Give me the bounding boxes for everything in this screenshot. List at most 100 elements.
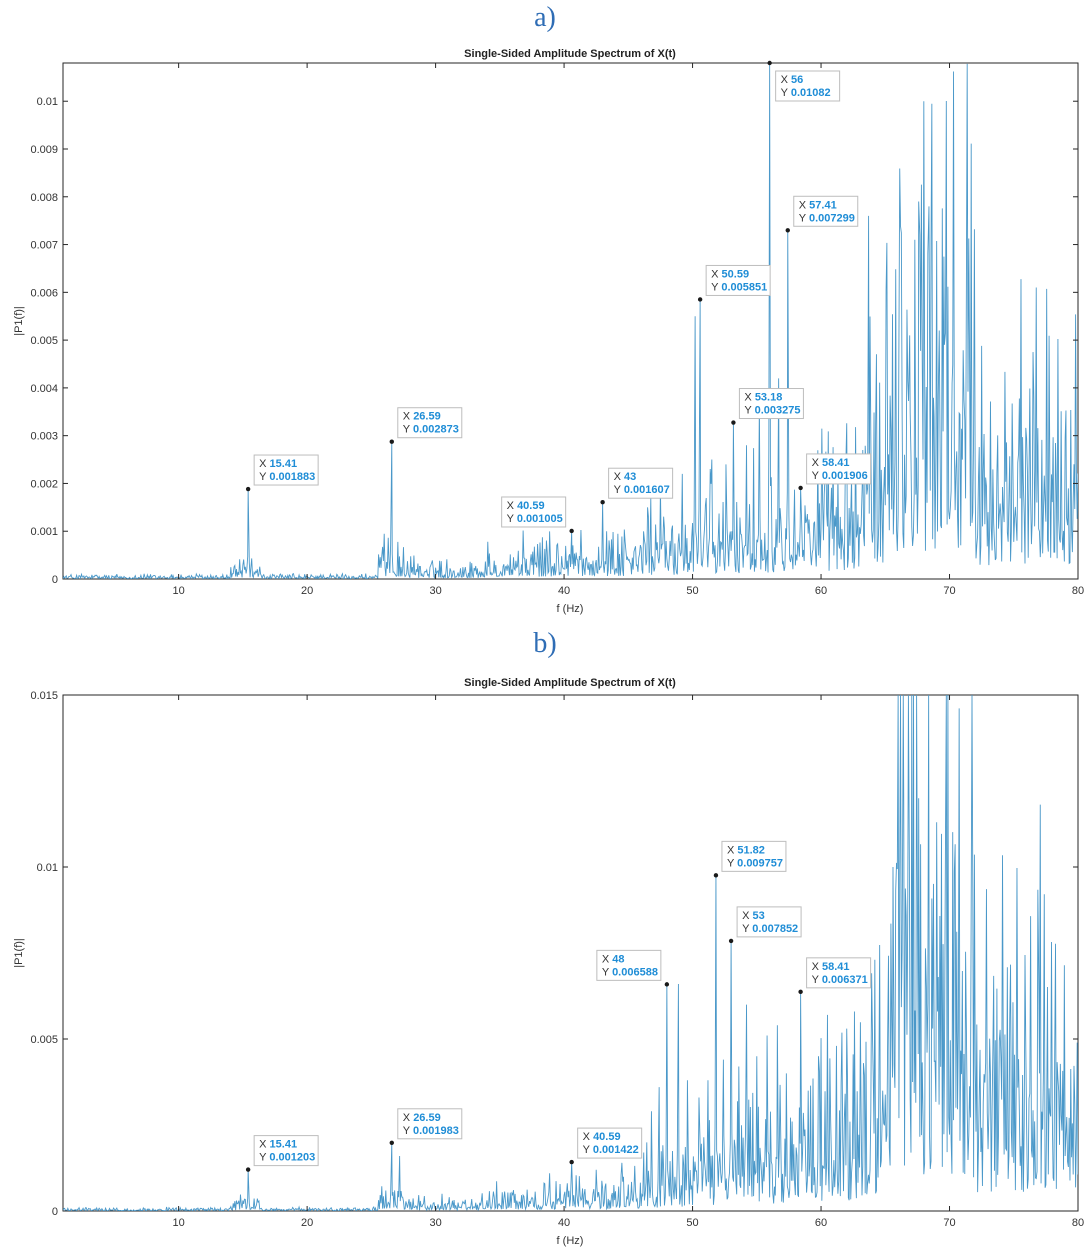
y-tick-label: 0.005 xyxy=(30,1034,58,1046)
x-tick-label: 30 xyxy=(429,585,441,597)
y-tick-label: 0.008 xyxy=(30,192,58,204)
y-axis-label: |P1(f)| xyxy=(13,306,25,336)
plot-area xyxy=(62,62,1079,580)
datatip-y: Y 0.007299 xyxy=(799,212,855,224)
datatip-x: X 51.82 xyxy=(727,844,765,856)
datatip[interactable]: X 51.82Y 0.009757 xyxy=(713,840,787,878)
datatip-x: X 53 xyxy=(742,910,765,922)
spectrum-line xyxy=(63,695,1078,1211)
y-tick-label: 0.015 xyxy=(30,690,58,702)
x-tick-label: 10 xyxy=(173,585,185,597)
datatip-marker xyxy=(728,938,734,944)
y-tick-label: 0.001 xyxy=(30,526,58,538)
datatip[interactable]: X 15.41Y 0.001883 xyxy=(245,454,319,492)
x-tick-label: 50 xyxy=(686,585,698,597)
datatip[interactable]: X 57.41Y 0.007299 xyxy=(785,195,859,233)
y-tick-label: 0.01 xyxy=(37,862,58,874)
x-tick-label: 30 xyxy=(429,1217,441,1229)
datatip-x: X 53.18 xyxy=(744,392,782,404)
datatip-marker xyxy=(569,528,574,534)
datatip-x: X 48 xyxy=(602,953,625,965)
datatip-marker xyxy=(245,1167,251,1172)
datatip-y: Y 0.002873 xyxy=(403,424,459,436)
x-tick-label: 10 xyxy=(173,1217,185,1229)
x-tick-label: 40 xyxy=(558,585,570,597)
datatip-y: Y 0.009757 xyxy=(727,857,783,869)
datatip-marker xyxy=(713,873,719,878)
datatip-y: Y 0.001422 xyxy=(583,1144,639,1156)
datatip[interactable]: X 53.18Y 0.003275 xyxy=(731,388,804,425)
datatip-x: X 50.59 xyxy=(711,268,749,280)
datatip-y: Y 0.001005 xyxy=(507,513,563,525)
y-tick-label: 0.007 xyxy=(30,240,58,252)
datatip[interactable]: X 40.59Y 0.001422 xyxy=(569,1127,643,1165)
y-tick-label: 0.002 xyxy=(30,478,58,490)
datatip[interactable]: X 56Y 0.01082 xyxy=(767,60,841,102)
datatip-marker xyxy=(798,989,803,995)
datatip-y: Y 0.01082 xyxy=(781,87,831,99)
spectrum-chart-b: Single-Sided Amplitude Spectrum of X(t) … xyxy=(13,677,1084,1247)
datatip-marker xyxy=(389,1140,394,1145)
panel-label-a: a) xyxy=(534,2,556,33)
x-axis-label: f (Hz) xyxy=(557,1235,584,1247)
x-tick-label: 50 xyxy=(686,1217,698,1229)
datatip[interactable]: X 26.59Y 0.001983 xyxy=(389,1108,463,1145)
datatip-marker xyxy=(664,982,670,987)
datatip[interactable]: X 40.59Y 0.001005 xyxy=(501,496,574,534)
datatip-x: X 40.59 xyxy=(583,1131,621,1143)
datatip-y: Y 0.006588 xyxy=(602,966,658,978)
datatip-marker xyxy=(785,228,790,233)
datatip[interactable]: X 15.41Y 0.001203 xyxy=(245,1135,319,1172)
x-tick-label: 20 xyxy=(301,585,313,597)
datatip-marker xyxy=(569,1159,574,1165)
datatip-y: Y 0.001906 xyxy=(812,470,868,482)
x-tick-label: 60 xyxy=(815,585,827,597)
x-tick-label: 60 xyxy=(815,1217,827,1229)
x-tick-label: 20 xyxy=(301,1217,313,1229)
datatip-x: X 43 xyxy=(614,471,637,483)
y-axis-label: |P1(f)| xyxy=(13,938,25,968)
datatip[interactable]: X 53Y 0.007852 xyxy=(728,906,802,944)
y-tick-label: 0.004 xyxy=(30,383,58,395)
datatip[interactable]: X 48Y 0.006588 xyxy=(596,949,670,987)
y-tick-label: 0.01 xyxy=(37,96,58,108)
datatip-marker xyxy=(798,485,803,491)
datatip-x: X 56 xyxy=(781,74,804,86)
y-tick-label: 0.005 xyxy=(30,335,58,347)
datatip[interactable]: X 43Y 0.001607 xyxy=(600,467,674,505)
panel-label-b: b) xyxy=(533,628,557,659)
datatip-x: X 26.59 xyxy=(403,1112,441,1124)
datatip-marker xyxy=(697,297,703,302)
x-tick-label: 70 xyxy=(943,585,955,597)
datatip[interactable]: X 58.41Y 0.006371 xyxy=(798,957,872,995)
spectrum-chart-a: Single-Sided Amplitude Spectrum of X(t) … xyxy=(13,48,1084,615)
y-tick-label: 0.009 xyxy=(30,144,58,156)
spectrum-line xyxy=(63,63,1078,579)
y-tick-label: 0.006 xyxy=(30,287,58,299)
datatip-marker xyxy=(389,439,394,444)
y-tick-label: 0 xyxy=(52,1206,58,1218)
datatip[interactable]: X 58.41Y 0.001906 xyxy=(798,453,872,491)
x-tick-label: 40 xyxy=(558,1217,570,1229)
x-tick-label: 70 xyxy=(943,1217,955,1229)
datatip-y: Y 0.005851 xyxy=(711,281,767,293)
y-tick-label: 0.003 xyxy=(30,431,58,443)
chart-title: Single-Sided Amplitude Spectrum of X(t) xyxy=(464,48,676,60)
datatip-x: X 40.59 xyxy=(507,500,545,512)
datatip[interactable]: X 50.59Y 0.005851 xyxy=(697,264,771,302)
chart-title: Single-Sided Amplitude Spectrum of X(t) xyxy=(464,677,676,689)
datatip-y: Y 0.007852 xyxy=(742,923,798,935)
datatip-x: X 15.41 xyxy=(259,1139,297,1151)
datatip-marker xyxy=(600,500,605,505)
x-axis-label: f (Hz) xyxy=(557,603,584,615)
datatip-marker xyxy=(767,60,772,66)
datatip-y: Y 0.001883 xyxy=(259,471,315,483)
datatip[interactable]: X 26.59Y 0.002873 xyxy=(389,407,463,444)
x-tick-label: 80 xyxy=(1072,585,1084,597)
datatip-y: Y 0.001203 xyxy=(259,1152,315,1164)
datatip-x: X 58.41 xyxy=(812,961,850,973)
x-tick-label: 80 xyxy=(1072,1217,1084,1229)
datatip-x: X 15.41 xyxy=(259,458,297,470)
datatip-x: X 26.59 xyxy=(403,411,441,423)
y-tick-label: 0 xyxy=(52,574,58,586)
